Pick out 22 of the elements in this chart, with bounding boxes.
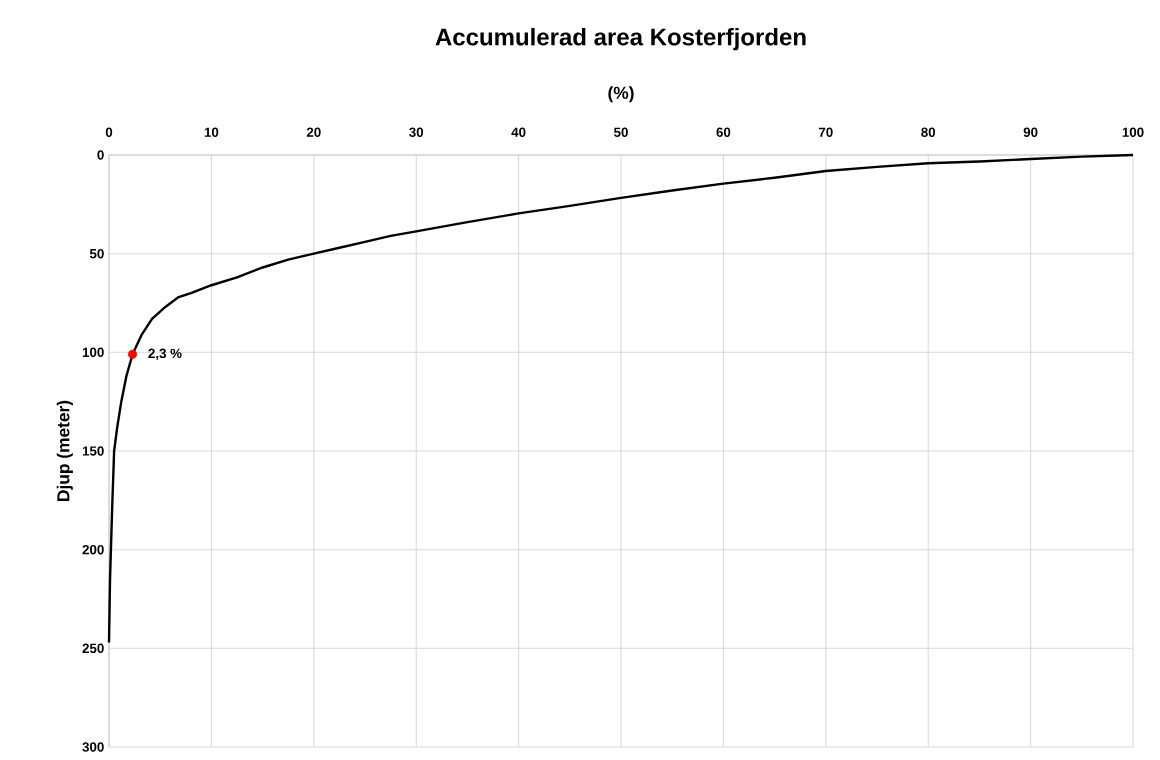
annotation: 2,3 % bbox=[148, 348, 182, 360]
x-tick-label: 30 bbox=[409, 127, 424, 137]
y-axis-title: Djup (meter) bbox=[56, 400, 73, 501]
y-tick-label: 100 bbox=[82, 347, 104, 358]
x-axis-title: (%) bbox=[608, 86, 634, 103]
x-tick-label: 50 bbox=[614, 127, 628, 137]
y-tick-label: 150 bbox=[82, 446, 104, 456]
x-tick-label: 80 bbox=[921, 127, 936, 137]
x-tick-label: 90 bbox=[1023, 127, 1038, 137]
x-tick-label: 60 bbox=[716, 127, 731, 137]
x-tick-label: 70 bbox=[818, 127, 833, 137]
x-tick-label: 20 bbox=[306, 127, 321, 137]
chart-title: Accumulerad area Kosterfjorden bbox=[435, 27, 806, 51]
y-tick-label: 0 bbox=[97, 150, 104, 160]
y-tick-label: 50 bbox=[89, 248, 104, 259]
x-tick-label: 0 bbox=[105, 127, 113, 137]
x-tick-label: 100 bbox=[1122, 127, 1144, 137]
y-tick-label: 250 bbox=[82, 643, 104, 654]
y-tick-label: 200 bbox=[82, 544, 104, 555]
x-tick-label: 40 bbox=[511, 127, 526, 137]
y-tick-label: 300 bbox=[82, 742, 104, 752]
x-tick-label: 10 bbox=[204, 127, 219, 137]
